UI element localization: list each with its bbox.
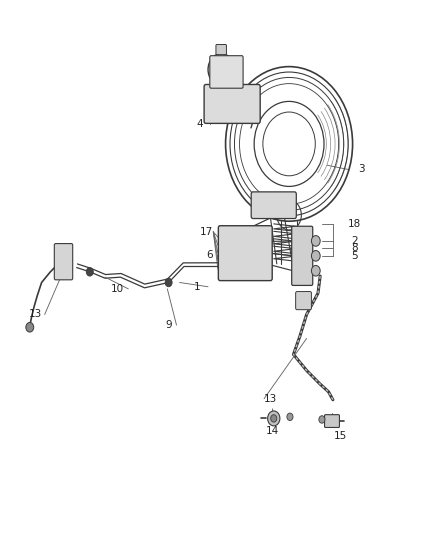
Text: 6: 6 bbox=[206, 250, 213, 260]
Circle shape bbox=[311, 265, 320, 276]
FancyBboxPatch shape bbox=[210, 56, 243, 88]
Circle shape bbox=[319, 416, 325, 423]
Text: 10: 10 bbox=[111, 284, 124, 294]
FancyBboxPatch shape bbox=[296, 292, 311, 310]
Text: 2: 2 bbox=[351, 236, 358, 246]
Circle shape bbox=[26, 322, 34, 332]
Text: 14: 14 bbox=[266, 426, 279, 435]
FancyBboxPatch shape bbox=[325, 415, 339, 427]
Text: 3: 3 bbox=[358, 165, 365, 174]
Text: 13: 13 bbox=[264, 394, 277, 403]
Text: 4: 4 bbox=[196, 119, 203, 128]
FancyBboxPatch shape bbox=[204, 84, 260, 124]
Text: 13: 13 bbox=[29, 310, 42, 319]
Text: 9: 9 bbox=[165, 320, 172, 330]
Text: 18: 18 bbox=[348, 219, 361, 229]
Circle shape bbox=[271, 415, 277, 422]
Text: 15: 15 bbox=[334, 431, 347, 441]
Circle shape bbox=[311, 236, 320, 246]
Circle shape bbox=[86, 268, 93, 276]
FancyBboxPatch shape bbox=[216, 45, 226, 55]
Text: 1: 1 bbox=[194, 282, 201, 292]
Text: 17: 17 bbox=[200, 227, 213, 237]
Circle shape bbox=[287, 413, 293, 421]
FancyBboxPatch shape bbox=[292, 227, 313, 286]
FancyBboxPatch shape bbox=[251, 192, 296, 219]
FancyBboxPatch shape bbox=[218, 226, 272, 280]
Circle shape bbox=[311, 251, 320, 261]
Circle shape bbox=[165, 278, 172, 287]
Text: 8: 8 bbox=[351, 243, 358, 253]
FancyBboxPatch shape bbox=[54, 244, 73, 280]
Text: 5: 5 bbox=[351, 251, 358, 261]
Circle shape bbox=[268, 411, 280, 426]
